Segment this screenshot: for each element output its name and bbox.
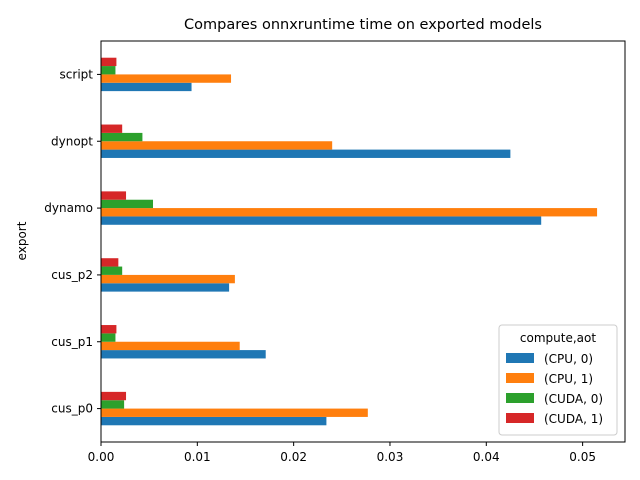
legend-label: (CPU, 1): [544, 372, 593, 386]
bar: [101, 341, 240, 351]
bar: [101, 66, 116, 75]
legend-label: (CUDA, 0): [544, 392, 603, 406]
bar: [101, 325, 117, 334]
axes-layer: cus_p0 cus_p1 cus_p2 dynamo dynopt script 0.00…: [44, 40, 626, 464]
bar: [101, 208, 598, 217]
bar: [101, 400, 125, 409]
legend-swatch: [506, 393, 534, 403]
bar: [101, 391, 127, 401]
bar: [101, 333, 116, 342]
bar: [101, 266, 123, 275]
y-tick-label: dynopt: [51, 134, 93, 148]
bar: [101, 74, 232, 83]
legend-title: compute,aot: [520, 331, 596, 345]
bar: [101, 274, 235, 284]
legend-box: [498, 324, 618, 436]
bar: [101, 258, 119, 267]
legend-swatch: [506, 413, 534, 423]
bar: [101, 149, 511, 158]
y-tick-label: script: [60, 67, 94, 81]
legend-label: (CUDA, 1): [544, 412, 603, 426]
y-tick-label: cus_p1: [51, 335, 93, 349]
y-axis-label: export: [15, 221, 29, 260]
y-tick-label: dynamo: [44, 201, 93, 215]
x-tick-label: 0.00: [88, 450, 115, 464]
x-tick-label: 0.05: [569, 450, 596, 464]
bar: [101, 408, 368, 417]
legend-swatch: [506, 373, 534, 383]
bar: [101, 216, 542, 225]
x-tick-label: 0.02: [280, 450, 307, 464]
x-tick-label: 0.01: [184, 450, 211, 464]
x-tick-label: 0.03: [377, 450, 404, 464]
legend-label: (CPU, 0): [544, 352, 593, 366]
bar: [101, 283, 230, 292]
legend: compute,aot (CPU, 0) (CPU, 1) (CUDA, 0) (CUD…: [498, 324, 618, 436]
bar: [101, 132, 143, 142]
bar: [101, 199, 154, 209]
bar: [101, 82, 192, 92]
legend-swatch: [506, 353, 534, 363]
bar: [101, 141, 333, 150]
x-tick-label: 0.04: [473, 450, 500, 464]
bars-layer: [101, 57, 598, 426]
chart-title: Compares onnxruntime time on exported mo…: [184, 17, 542, 33]
bar: [101, 57, 117, 67]
bar: [101, 416, 327, 426]
plot-frame: [100, 40, 626, 443]
y-tick-label: cus_p2: [51, 268, 93, 282]
bar: [101, 191, 127, 200]
y-tick-label: cus_p0: [51, 402, 93, 416]
bar: [101, 124, 123, 133]
bar: [101, 350, 266, 359]
